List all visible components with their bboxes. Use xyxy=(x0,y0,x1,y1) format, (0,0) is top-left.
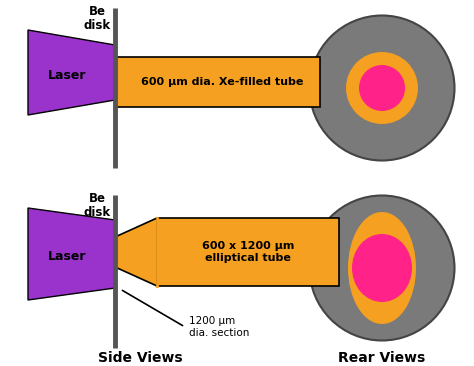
Text: Laser: Laser xyxy=(48,69,87,82)
Text: Laser: Laser xyxy=(48,250,87,264)
Text: Be
disk: Be disk xyxy=(83,192,110,219)
Text: Be
disk: Be disk xyxy=(83,5,110,32)
Text: 1200 μm
dia. section: 1200 μm dia. section xyxy=(189,316,249,338)
Polygon shape xyxy=(28,208,115,300)
Text: Rear Views: Rear Views xyxy=(338,351,426,365)
Polygon shape xyxy=(28,30,115,115)
Bar xyxy=(157,218,339,286)
Text: Side Views: Side Views xyxy=(98,351,182,365)
Ellipse shape xyxy=(310,195,455,340)
Polygon shape xyxy=(115,218,157,286)
Ellipse shape xyxy=(310,15,455,161)
Bar xyxy=(115,57,320,107)
Text: 600 μm dia. Xe-filled tube: 600 μm dia. Xe-filled tube xyxy=(141,77,304,87)
Ellipse shape xyxy=(346,52,418,124)
Text: 600 x 1200 μm
elliptical tube: 600 x 1200 μm elliptical tube xyxy=(202,241,294,263)
Ellipse shape xyxy=(352,234,412,302)
Ellipse shape xyxy=(348,212,416,324)
Ellipse shape xyxy=(359,65,405,111)
